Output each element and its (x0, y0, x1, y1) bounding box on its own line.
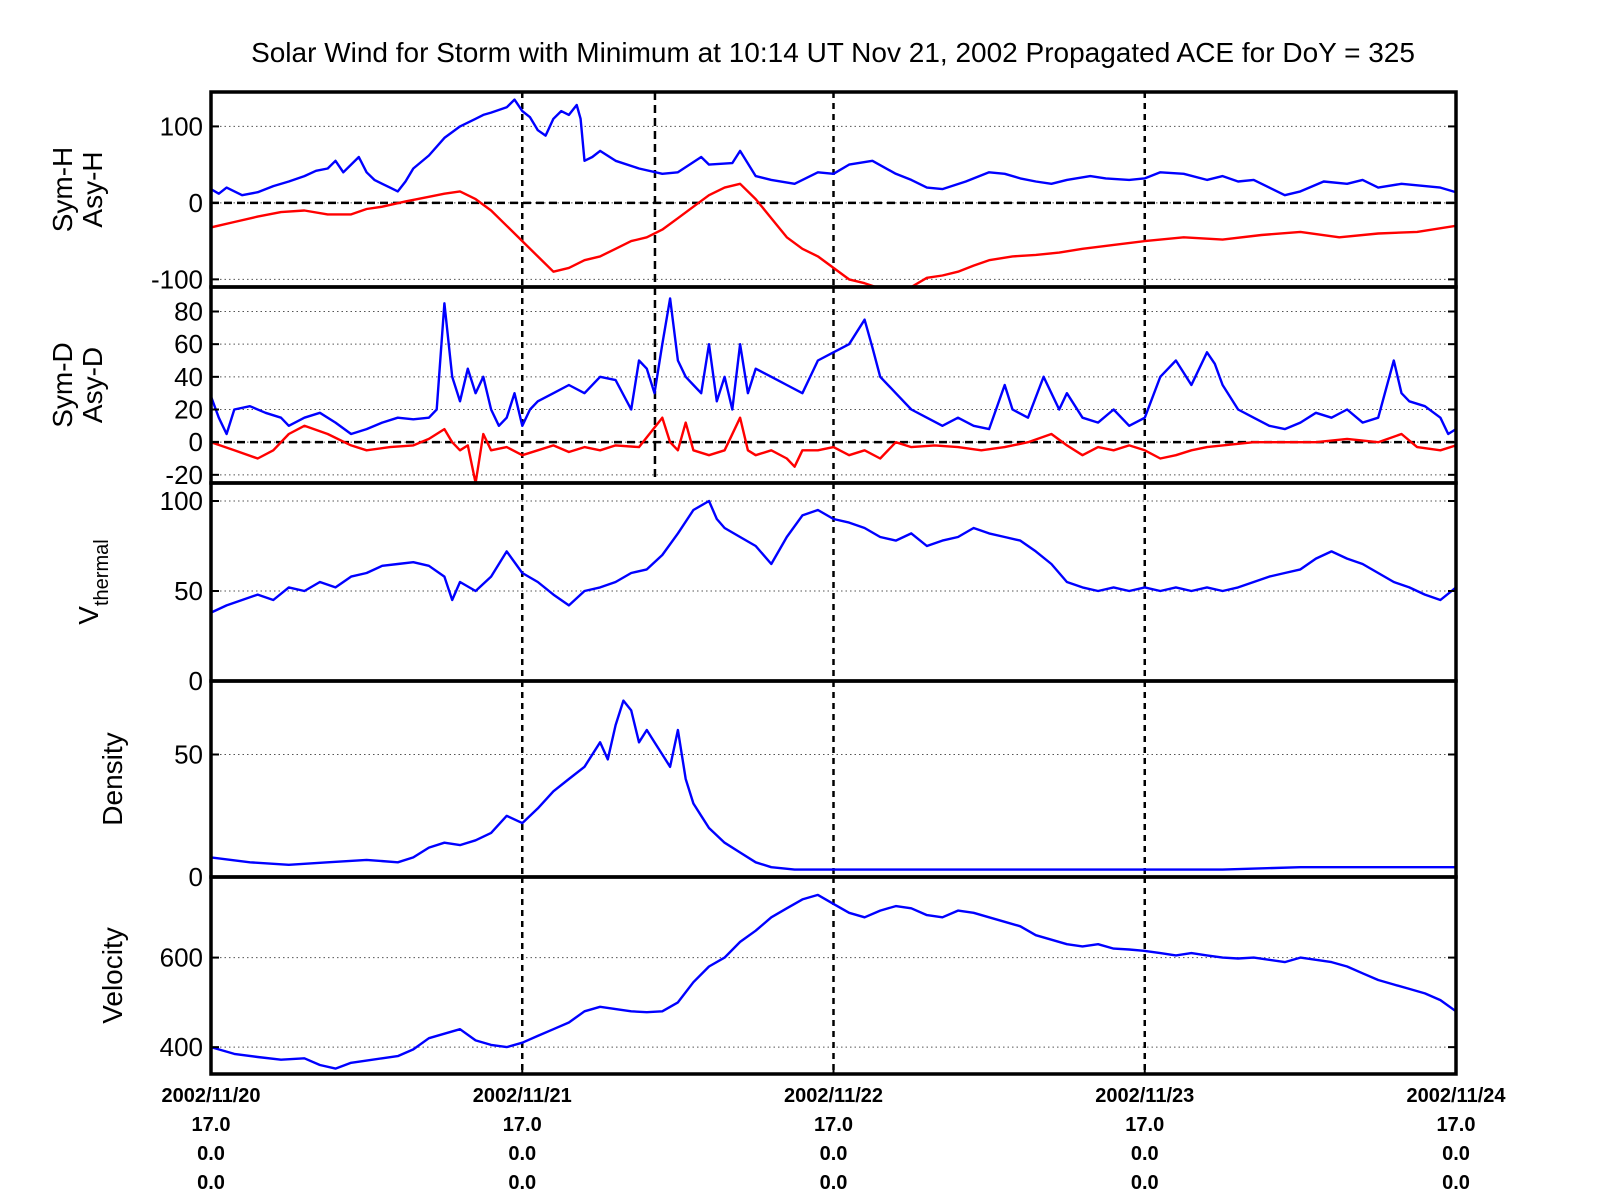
x-tick-label: 2002/11/23 (1095, 1085, 1194, 1107)
data-series-1 (211, 98, 1456, 197)
y-tick-label: 80 (174, 297, 203, 327)
y-tick-label: -100 (151, 264, 203, 294)
series-group (211, 499, 1456, 614)
x-tick-label: 17.0 (192, 1114, 231, 1136)
y-axis-label: Velocity (97, 927, 128, 1024)
x-tick-label: 0.0 (820, 1172, 848, 1194)
x-tick-label: 17.0 (1437, 1114, 1476, 1136)
y-tick-label: 60 (174, 329, 203, 359)
x-tick-label: 2002/11/22 (784, 1085, 883, 1107)
y-tick-label: 50 (174, 576, 203, 606)
x-tick-label: 17.0 (814, 1114, 853, 1136)
data-series-2 (211, 416, 1456, 483)
y-tick-label: 0 (189, 862, 203, 892)
y-tick-label: 100 (160, 486, 203, 516)
y-tick-label: 0 (189, 427, 203, 457)
x-tick-label: 2002/11/21 (473, 1085, 572, 1107)
y-axis-label: Vthermal (73, 539, 113, 624)
data-series-1 (211, 699, 1456, 871)
y-tick-label: 600 (160, 943, 203, 973)
data-series-1 (211, 893, 1456, 1070)
x-tick-label: 17.0 (1125, 1114, 1164, 1136)
x-tick-label: 0.0 (1442, 1143, 1470, 1165)
x-tick-label: 0.0 (1131, 1172, 1159, 1194)
panel-5: 400 600 Velocity (97, 875, 1458, 1076)
series-group (211, 893, 1456, 1070)
x-tick-label: 2002/11/24 (1407, 1085, 1507, 1107)
y-axis-label: Sym-H (47, 147, 78, 233)
x-tick-label: 17.0 (503, 1114, 542, 1136)
data-series-2 (211, 182, 1456, 287)
panel-3: 0 50 100 Vthermal (73, 481, 1458, 696)
y-axis-label: Density (97, 732, 128, 825)
data-series-1 (211, 297, 1456, 436)
x-tick-label: 2002/11/20 (162, 1085, 261, 1107)
x-tick-label: 0.0 (1131, 1143, 1159, 1165)
y-tick-label: 20 (174, 395, 203, 425)
y-tick-label: 40 (174, 362, 203, 392)
x-axis-tick-labels: 2002/11/20 17.0 0.0 0.0 2002/11/21 17.0 0.0 0.0… (162, 1065, 1507, 1194)
y-axis-label: Asy-H (77, 151, 108, 227)
y-tick-label: 100 (160, 111, 203, 141)
x-tick-label: 0.0 (197, 1143, 225, 1165)
x-tick-label: 0.0 (508, 1143, 536, 1165)
y-tick-label: 0 (189, 666, 203, 696)
y-tick-label: 50 (174, 740, 203, 770)
y-axis-label: Asy-D (77, 347, 108, 423)
x-tick-label: 0.0 (508, 1172, 536, 1194)
series-group (211, 699, 1456, 871)
panel-1: -100 0 100 Sym-H Asy-H (47, 90, 1458, 294)
series-group (211, 98, 1456, 287)
x-tick-label: 0.0 (1442, 1172, 1470, 1194)
x-tick-label: 0.0 (197, 1172, 225, 1194)
y-tick-label: 0 (189, 188, 203, 218)
y-axis-label: Sym-D (47, 342, 78, 428)
data-series-1 (211, 499, 1456, 614)
x-tick-label: 0.0 (820, 1143, 848, 1165)
chart-title: Solar Wind for Storm with Minimum at 10:… (251, 37, 1415, 68)
y-tick-label: -20 (165, 460, 203, 490)
y-tick-label: 400 (160, 1032, 203, 1062)
panel-4: 0 50 Density (97, 679, 1458, 892)
series-group (211, 297, 1456, 483)
